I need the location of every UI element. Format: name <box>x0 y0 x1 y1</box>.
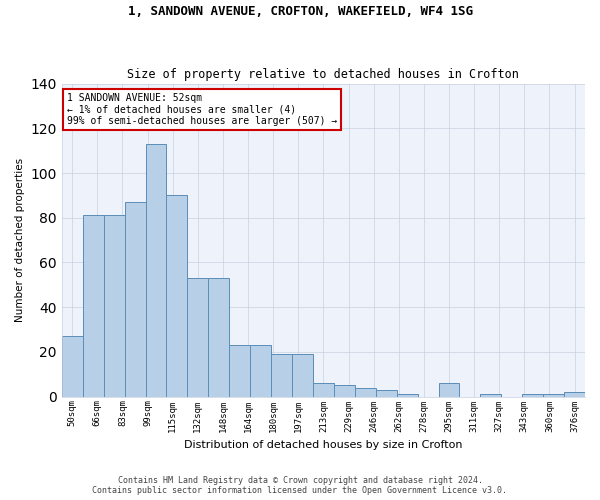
Bar <box>104 216 125 396</box>
Bar <box>355 388 376 396</box>
Text: Contains HM Land Registry data © Crown copyright and database right 2024.
Contai: Contains HM Land Registry data © Crown c… <box>92 476 508 495</box>
Bar <box>250 345 271 397</box>
Bar <box>125 202 146 396</box>
Title: Size of property relative to detached houses in Crofton: Size of property relative to detached ho… <box>127 68 520 81</box>
Bar <box>543 394 564 396</box>
Bar <box>376 390 397 396</box>
Bar <box>481 394 501 396</box>
Text: 1, SANDOWN AVENUE, CROFTON, WAKEFIELD, WF4 1SG: 1, SANDOWN AVENUE, CROFTON, WAKEFIELD, W… <box>128 5 473 18</box>
Text: 1 SANDOWN AVENUE: 52sqm
← 1% of detached houses are smaller (4)
99% of semi-deta: 1 SANDOWN AVENUE: 52sqm ← 1% of detached… <box>67 93 337 126</box>
Bar <box>522 394 543 396</box>
Bar <box>271 354 292 397</box>
Bar <box>313 383 334 396</box>
Bar <box>229 345 250 397</box>
Bar <box>439 383 460 396</box>
Bar <box>83 216 104 396</box>
Bar <box>292 354 313 397</box>
Bar <box>166 196 187 396</box>
Bar <box>146 144 166 397</box>
Bar <box>208 278 229 396</box>
Bar <box>187 278 208 396</box>
Y-axis label: Number of detached properties: Number of detached properties <box>15 158 25 322</box>
Bar <box>397 394 418 396</box>
Bar <box>564 392 585 396</box>
Bar <box>62 336 83 396</box>
X-axis label: Distribution of detached houses by size in Crofton: Distribution of detached houses by size … <box>184 440 463 450</box>
Bar <box>334 386 355 396</box>
